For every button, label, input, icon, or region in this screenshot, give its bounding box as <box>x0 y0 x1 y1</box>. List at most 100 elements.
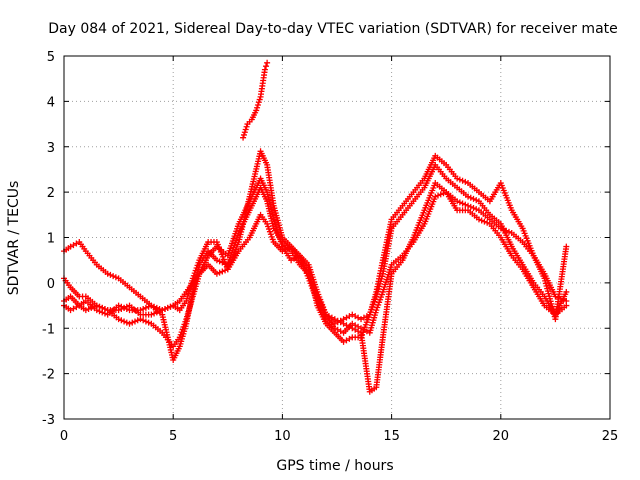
data-marker <box>462 178 469 185</box>
x-tick-label: 25 <box>602 429 619 444</box>
data-point <box>213 257 220 264</box>
data-marker <box>473 206 480 213</box>
data-marker <box>484 219 491 226</box>
data-point <box>454 175 461 182</box>
data-marker <box>142 318 149 325</box>
data-marker <box>462 201 469 208</box>
data-marker <box>101 310 108 317</box>
data-marker <box>254 102 261 109</box>
axis-layer: 0 5 10 15 20 25 -3 -2 -1 0 1 2 3 4 5 <box>42 50 618 444</box>
data-marker <box>242 126 249 133</box>
data-point <box>93 307 100 314</box>
y-axis-label: SDTVAR / TECUs <box>6 181 22 296</box>
data-marker <box>255 99 262 106</box>
data-marker <box>134 317 141 324</box>
data-marker <box>254 104 261 111</box>
y-tick-label: 4 <box>47 95 55 110</box>
data-marker <box>85 305 92 312</box>
series-track-1 <box>61 189 570 336</box>
data-marker <box>164 304 171 311</box>
y-tick-label: 5 <box>47 50 55 65</box>
data-marker <box>140 305 147 312</box>
data-point <box>475 216 482 223</box>
data-marker <box>216 269 223 276</box>
data-point <box>465 193 472 200</box>
data-marker <box>219 268 226 275</box>
data-point <box>115 302 122 309</box>
data-marker <box>162 305 169 312</box>
data-marker <box>107 271 114 278</box>
series-track-2 <box>61 161 570 350</box>
data-marker <box>473 197 480 204</box>
data-point <box>126 320 133 327</box>
y-tick-label: 1 <box>47 232 55 247</box>
series-track-3 <box>61 148 570 345</box>
data-marker <box>96 308 103 315</box>
data-marker <box>470 205 477 212</box>
x-tick-label: 15 <box>383 429 400 444</box>
data-point <box>213 270 220 277</box>
data-point <box>563 243 570 250</box>
data-marker <box>456 199 463 206</box>
data-marker <box>470 195 477 202</box>
data-marker <box>456 176 463 183</box>
data-point <box>563 288 570 295</box>
data-point <box>240 134 247 141</box>
data-point <box>137 307 144 314</box>
x-tick-label: 5 <box>169 429 177 444</box>
data-marker <box>481 218 488 225</box>
data-marker <box>112 274 119 281</box>
data-marker <box>131 318 138 325</box>
y-tick-label: 2 <box>47 186 55 201</box>
data-marker <box>241 129 248 136</box>
data-layer <box>61 59 570 395</box>
data-marker <box>467 194 474 201</box>
data-marker <box>243 123 250 130</box>
data-marker <box>142 304 149 311</box>
y-tick-label: -2 <box>42 368 55 383</box>
data-marker <box>240 131 247 138</box>
data-point <box>253 107 260 114</box>
data-point <box>104 270 111 277</box>
data-marker <box>459 177 466 184</box>
x-tick-label: 10 <box>274 429 291 444</box>
data-point <box>137 316 144 323</box>
data-marker <box>145 319 152 326</box>
data-point <box>563 302 570 309</box>
data-marker <box>256 96 263 103</box>
series-spike <box>240 59 271 141</box>
data-point <box>454 198 461 205</box>
data-marker <box>505 228 512 235</box>
data-marker <box>145 303 152 310</box>
x-tick-label: 20 <box>493 429 510 444</box>
y-tick-label: 3 <box>47 141 55 156</box>
data-marker <box>216 258 223 265</box>
data-marker <box>121 304 128 311</box>
grid-layer <box>64 56 610 419</box>
data-marker <box>435 192 442 199</box>
x-axis-label: GPS time / hours <box>276 458 393 474</box>
y-tick-label: 0 <box>47 277 55 292</box>
data-point <box>115 316 122 323</box>
y-tick-label: -3 <box>42 413 55 428</box>
data-marker <box>219 259 226 266</box>
data-marker <box>263 63 270 70</box>
series-track-4 <box>61 180 570 395</box>
data-marker <box>99 309 106 316</box>
data-marker <box>151 310 158 317</box>
data-marker <box>118 303 125 310</box>
data-marker <box>110 273 117 280</box>
data-marker <box>118 317 125 324</box>
data-marker <box>123 305 130 312</box>
data-marker <box>222 267 229 274</box>
plot-frame <box>63 55 611 420</box>
data-marker <box>129 319 136 326</box>
data-point <box>264 59 271 66</box>
data-marker <box>222 260 229 267</box>
data-marker <box>121 318 128 325</box>
chart-title: Day 084 of 2021, Sidereal Day-to-day VTE… <box>48 21 618 37</box>
data-marker <box>478 217 485 224</box>
data-marker <box>467 203 474 210</box>
